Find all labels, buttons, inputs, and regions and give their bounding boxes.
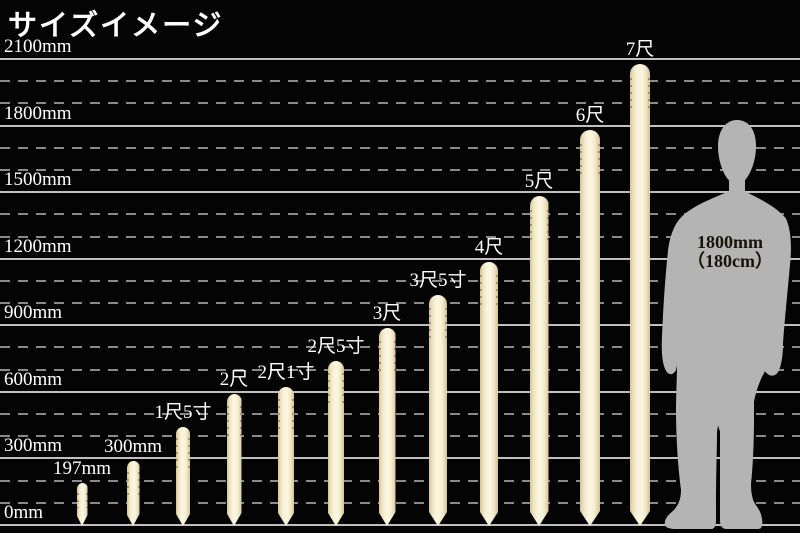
- y-axis-tick-label: 1200mm: [4, 236, 72, 257]
- stake-notch-right: [188, 438, 190, 468]
- stake-label: 3尺5寸: [409, 270, 467, 291]
- stake-bar: [278, 387, 294, 526]
- stake-notch-right: [394, 341, 396, 371]
- y-axis-tick-label: 600mm: [4, 369, 63, 390]
- gridline-minor: [0, 346, 800, 348]
- stake-bar: [127, 461, 140, 526]
- stake-bar: [630, 64, 650, 526]
- stake-notch-left: [227, 406, 229, 436]
- stake-label: 6尺: [575, 105, 605, 126]
- stake-label: 3尺: [372, 303, 402, 324]
- gridline-major: [0, 258, 800, 260]
- figure-height-cm: （180cm）: [687, 251, 773, 271]
- stake-bar: [176, 427, 190, 526]
- stake-notch-right: [342, 373, 344, 403]
- gridline-major: [0, 58, 800, 60]
- figure-height-label: 1800mm （180cm）: [650, 233, 800, 271]
- stake-bar: [580, 130, 600, 526]
- y-axis-tick-label: 1500mm: [4, 169, 72, 190]
- stake-bar: [480, 262, 498, 526]
- stake-notch-right: [138, 472, 140, 495]
- stake-notch-left: [77, 493, 79, 508]
- stake-bar: [77, 483, 88, 526]
- gridline-major: [0, 524, 800, 526]
- gridline-minor: [0, 435, 800, 437]
- gridline-major: [0, 457, 800, 459]
- stake-notch-right: [648, 78, 650, 108]
- gridline-major: [0, 324, 800, 326]
- stake-label: 197mm: [52, 458, 112, 479]
- stake-notch-left: [429, 308, 431, 338]
- gridline-minor: [0, 236, 800, 238]
- gridline-minor: [0, 413, 800, 415]
- gridline-minor: [0, 169, 800, 171]
- gridline-major: [0, 191, 800, 193]
- stake-notch-right: [292, 399, 294, 429]
- stake-notch-right: [86, 493, 88, 508]
- stake-label: 2尺1寸: [257, 362, 315, 383]
- human-silhouette: [650, 118, 800, 532]
- gridline-minor: [0, 280, 800, 282]
- stake-label: 2尺: [219, 369, 249, 390]
- y-axis-tick-label: 0mm: [4, 502, 44, 523]
- stake-notch-right: [240, 406, 242, 436]
- stake-label: 4尺: [474, 237, 504, 258]
- stake-bar: [379, 328, 396, 526]
- gridline-minor: [0, 480, 800, 482]
- gridline-minor: [0, 369, 800, 371]
- stake-bar: [530, 196, 549, 526]
- stake-notch-left: [278, 399, 280, 429]
- y-axis-tick-label: 300mm: [4, 435, 63, 456]
- stake-notch-right: [598, 144, 600, 174]
- y-axis-tick-label: 900mm: [4, 302, 63, 323]
- stake-notch-left: [480, 275, 482, 305]
- gridline-minor: [0, 502, 800, 504]
- stake-label: 5尺: [524, 171, 554, 192]
- gridline-minor: [0, 213, 800, 215]
- gridline-minor: [0, 80, 800, 82]
- stake-notch-left: [379, 341, 381, 371]
- stake-notch-right: [547, 210, 549, 240]
- y-axis-tick-label: 2100mm: [4, 36, 72, 57]
- figure-height-mm: 1800mm: [697, 232, 763, 252]
- stake-notch-left: [630, 78, 632, 108]
- gridline-minor: [0, 102, 800, 104]
- stake-label: 1尺5寸: [154, 402, 212, 423]
- stake-notch-right: [496, 275, 498, 305]
- gridline-major: [0, 391, 800, 393]
- stake-bar: [328, 361, 344, 526]
- stake-notch-left: [580, 144, 582, 174]
- human-silhouette-svg: [661, 120, 791, 529]
- stake-bar: [429, 295, 447, 526]
- stake-bar: [227, 394, 242, 526]
- stake-notch-left: [176, 438, 178, 468]
- gridline-minor: [0, 147, 800, 149]
- stake-label: 2尺5寸: [307, 336, 365, 357]
- stake-notch-left: [328, 373, 330, 403]
- stake-notch-right: [445, 308, 447, 338]
- stake-notch-left: [127, 472, 129, 495]
- stake-label: 300mm: [103, 436, 163, 457]
- y-axis-tick-label: 1800mm: [4, 103, 72, 124]
- gridline-major: [0, 125, 800, 127]
- gridline-minor: [0, 302, 800, 304]
- page-title: サイズイメージ: [8, 10, 224, 42]
- stake-label: 7尺: [625, 39, 655, 60]
- stake-notch-left: [530, 210, 532, 240]
